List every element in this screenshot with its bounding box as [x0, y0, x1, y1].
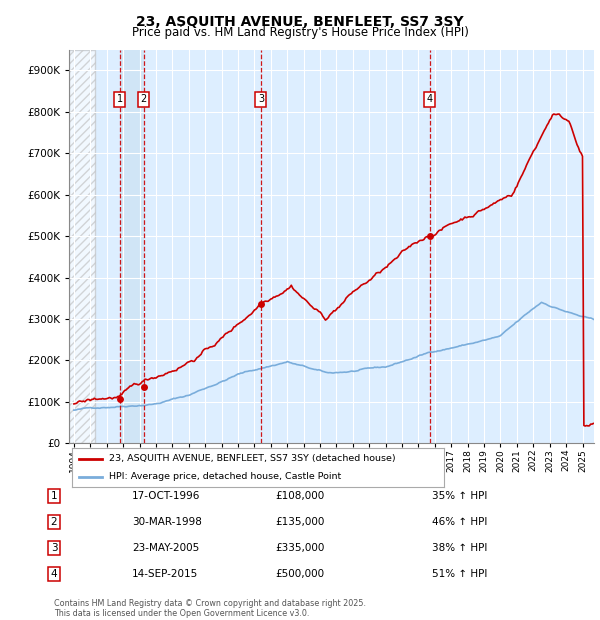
Text: 23, ASQUITH AVENUE, BENFLEET, SS7 3SY: 23, ASQUITH AVENUE, BENFLEET, SS7 3SY [136, 15, 464, 29]
Text: £135,000: £135,000 [275, 517, 325, 527]
Text: 38% ↑ HPI: 38% ↑ HPI [432, 543, 487, 553]
Text: 2: 2 [140, 94, 147, 104]
Text: Contains HM Land Registry data © Crown copyright and database right 2025.
This d: Contains HM Land Registry data © Crown c… [54, 599, 366, 618]
Text: 23, ASQUITH AVENUE, BENFLEET, SS7 3SY (detached house): 23, ASQUITH AVENUE, BENFLEET, SS7 3SY (d… [109, 454, 396, 463]
Bar [69, 50, 95, 443]
Text: 1: 1 [50, 491, 58, 501]
Text: £108,000: £108,000 [275, 491, 325, 501]
Text: 4: 4 [50, 569, 58, 579]
Text: HPI: Average price, detached house, Castle Point: HPI: Average price, detached house, Cast… [109, 472, 341, 482]
Text: 3: 3 [258, 94, 264, 104]
Text: £500,000: £500,000 [275, 569, 325, 579]
Text: 3: 3 [50, 543, 58, 553]
Text: 46% ↑ HPI: 46% ↑ HPI [432, 517, 487, 527]
Text: 23-MAY-2005: 23-MAY-2005 [132, 543, 199, 553]
Text: Price paid vs. HM Land Registry's House Price Index (HPI): Price paid vs. HM Land Registry's House … [131, 26, 469, 39]
Text: 17-OCT-1996: 17-OCT-1996 [132, 491, 200, 501]
Text: 2: 2 [50, 517, 58, 527]
Bar [120, 50, 143, 443]
Text: 4: 4 [427, 94, 433, 104]
Text: 35% ↑ HPI: 35% ↑ HPI [432, 491, 487, 501]
Text: 1: 1 [117, 94, 123, 104]
Text: 51% ↑ HPI: 51% ↑ HPI [432, 569, 487, 579]
Text: 14-SEP-2015: 14-SEP-2015 [132, 569, 198, 579]
Text: £335,000: £335,000 [275, 543, 325, 553]
Text: 30-MAR-1998: 30-MAR-1998 [132, 517, 202, 527]
